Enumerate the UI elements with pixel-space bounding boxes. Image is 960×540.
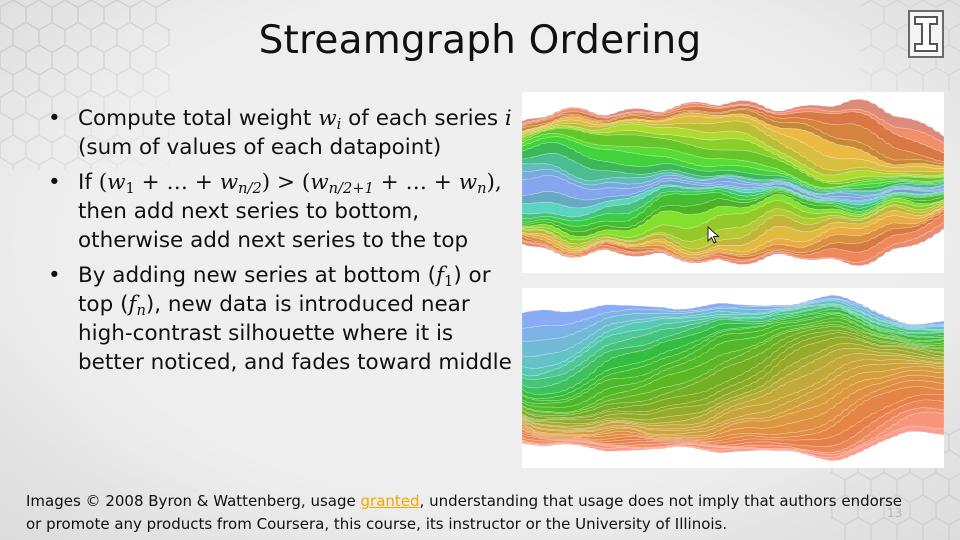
granted-link[interactable]: granted [360, 492, 420, 510]
stream-layer [522, 325, 944, 418]
stream-layer [522, 294, 944, 329]
stream-layer [522, 180, 944, 209]
bullet-list: • Compute total weight wi of each series… [48, 104, 518, 383]
stream-layer [522, 411, 944, 459]
stream-layer [522, 321, 944, 415]
bullet-dot: • [48, 170, 61, 195]
stream-layer [522, 222, 944, 267]
streamgraph-image-ordered [522, 288, 944, 468]
streamgraph-bottom-svg [522, 294, 944, 462]
image-credits: Images © 2008 Byron & Wattenberg, usage … [26, 492, 902, 533]
stream-layer [522, 342, 944, 427]
mouse-pointer-icon [707, 226, 720, 244]
stream-layer [522, 109, 944, 167]
slide-title: Streamgraph Ordering [258, 18, 702, 63]
bullet-ordering-rule: • If (w1 + … + wn/2) > (wn/2+1 + … + wn)… [48, 170, 502, 253]
stream-layer [522, 407, 944, 456]
stream-layer [522, 348, 944, 430]
stream-layer [522, 206, 944, 259]
stream-layer [522, 200, 944, 245]
stream-layer [522, 123, 944, 183]
stream-layer [522, 336, 944, 425]
stream-layer [522, 425, 944, 462]
stream-layer [522, 330, 944, 420]
page-number: 13 [887, 506, 903, 520]
bullet-silhouette-effect: • By adding new series at bottom (f1) or… [48, 263, 512, 375]
bullet-compute-weight: • Compute total weight wi of each series… [48, 106, 512, 160]
stream-layer [522, 136, 944, 191]
university-block-i-logo-icon [908, 10, 944, 58]
stream-layer [522, 332, 944, 421]
stream-layer [522, 297, 944, 342]
streamgraph-top-svg [522, 98, 944, 267]
bullet-dot: • [48, 263, 61, 288]
stream-layer [522, 201, 944, 250]
bullet-dot: • [48, 106, 61, 131]
stream-layer [522, 115, 944, 173]
stream-layer [522, 203, 944, 253]
streamgraph-image-inside-out [522, 92, 944, 273]
stream-layer [522, 399, 944, 453]
